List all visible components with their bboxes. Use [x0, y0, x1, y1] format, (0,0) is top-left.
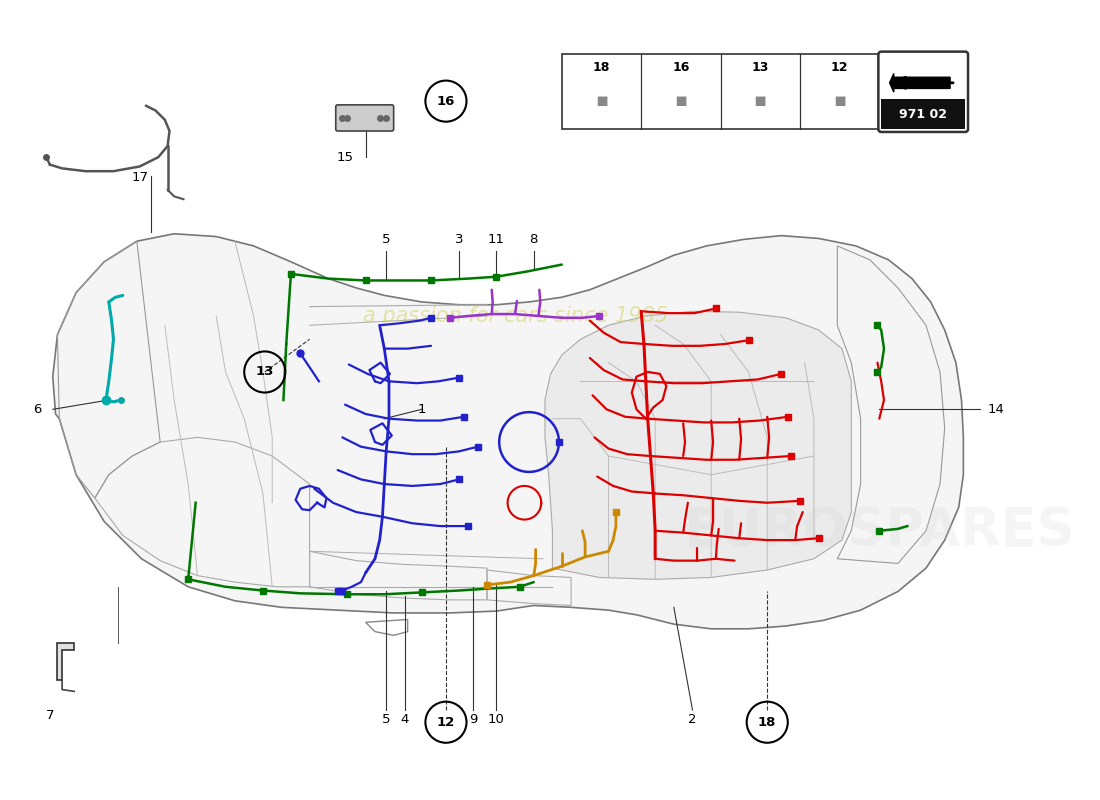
Polygon shape — [57, 643, 74, 680]
Text: 3: 3 — [454, 233, 463, 246]
Text: 14: 14 — [988, 403, 1004, 416]
Text: 16: 16 — [437, 94, 455, 108]
Text: 8: 8 — [529, 233, 538, 246]
Text: EUROSPARES: EUROSPARES — [683, 505, 1075, 557]
Text: 13: 13 — [751, 62, 769, 74]
Text: 7: 7 — [46, 709, 54, 722]
Text: 1: 1 — [417, 403, 426, 416]
Text: a passion for cars since 1985: a passion for cars since 1985 — [363, 306, 668, 326]
Text: ▪: ▪ — [833, 91, 846, 110]
Text: ▪: ▪ — [595, 91, 608, 110]
Polygon shape — [53, 234, 964, 629]
Text: 971 02: 971 02 — [899, 108, 947, 121]
Text: 9: 9 — [469, 713, 477, 726]
Text: 17: 17 — [131, 171, 149, 184]
Text: 5: 5 — [382, 233, 390, 246]
FancyBboxPatch shape — [336, 105, 394, 131]
Text: 12: 12 — [830, 62, 848, 74]
Polygon shape — [890, 74, 950, 92]
Text: 10: 10 — [488, 713, 505, 726]
Text: 12: 12 — [437, 716, 455, 729]
Text: 6: 6 — [33, 403, 41, 416]
Text: 2: 2 — [689, 713, 696, 726]
Text: 18: 18 — [593, 62, 611, 74]
Text: 4: 4 — [400, 713, 409, 726]
Polygon shape — [544, 311, 851, 579]
Text: ▪: ▪ — [674, 91, 688, 110]
Text: 15: 15 — [337, 150, 353, 164]
Text: 13: 13 — [255, 366, 274, 378]
Text: 11: 11 — [488, 233, 505, 246]
Text: 5: 5 — [382, 713, 390, 726]
FancyBboxPatch shape — [881, 99, 965, 129]
Text: 18: 18 — [758, 716, 777, 729]
FancyBboxPatch shape — [562, 54, 879, 129]
FancyBboxPatch shape — [879, 52, 968, 132]
Text: ▪: ▪ — [754, 91, 767, 110]
Text: 16: 16 — [672, 62, 690, 74]
